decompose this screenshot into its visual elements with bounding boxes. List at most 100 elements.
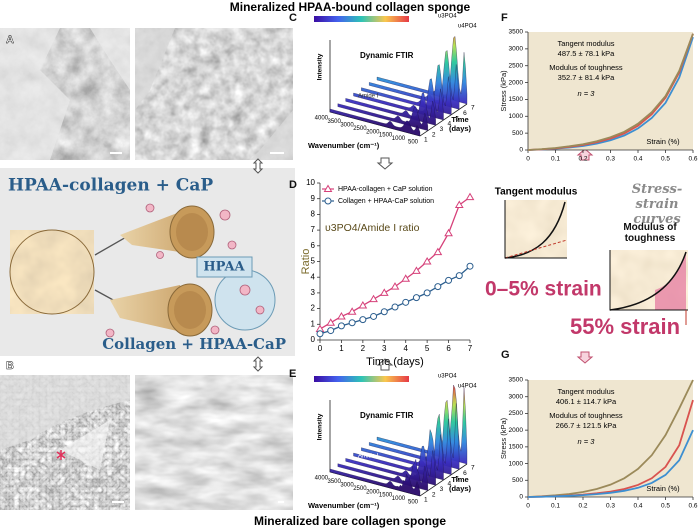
y-tick-label: 6 xyxy=(311,241,316,250)
data-point xyxy=(412,266,421,274)
x-tick-label: 3500 xyxy=(327,119,341,125)
y-tick-label: 2500 xyxy=(509,410,524,417)
y-tick-label: 1000 xyxy=(509,113,524,120)
x-tick-label: 2500 xyxy=(353,486,367,492)
annotation: Tangent modulus xyxy=(557,387,614,396)
y-tick-label: 500 xyxy=(512,477,523,484)
peak-label: υ3PO4 xyxy=(438,374,457,380)
data-point xyxy=(337,311,346,320)
x-axis-label: Strain (%) xyxy=(646,484,680,493)
data-point xyxy=(391,303,399,311)
x-tick-label: 3000 xyxy=(340,482,354,488)
time-tick-label: 6 xyxy=(463,110,467,117)
peak-label: υ4PO4 xyxy=(458,384,477,390)
y-tick-label: 0 xyxy=(519,494,523,501)
tangent-line xyxy=(504,239,568,259)
y-axis-label: Ratio xyxy=(300,249,312,275)
data-point xyxy=(327,327,335,335)
asterisk-marker xyxy=(56,450,66,460)
mini-axes xyxy=(504,200,567,259)
x-tick-label: 3000 xyxy=(340,122,354,128)
data-point xyxy=(454,200,464,208)
fibril-core xyxy=(176,213,208,251)
x-axis-label: Wavenumber (cm⁻¹) xyxy=(308,501,380,510)
x-tick-label: 500 xyxy=(408,140,419,146)
x-tick-label: 4000 xyxy=(315,116,329,122)
x-tick-label: 1000 xyxy=(392,136,406,142)
data-point xyxy=(380,308,388,316)
panel-label: G xyxy=(501,349,510,361)
x-tick-label: 0.3 xyxy=(606,503,615,510)
schematic-label: HPAA xyxy=(203,260,245,275)
x-tick-label: 3500 xyxy=(327,479,341,485)
spectrum-ridge xyxy=(329,468,421,497)
y-tick-label: 5 xyxy=(311,257,316,266)
annotation: n = 3 xyxy=(578,89,596,98)
data-point xyxy=(402,298,410,306)
x-tick-label: 1500 xyxy=(379,493,393,499)
annotation: 406.1 ± 114.7 kPa xyxy=(556,397,617,406)
time-tick-label: 4 xyxy=(448,481,452,488)
x-tick-label: 500 xyxy=(408,500,419,506)
fibril-core xyxy=(174,291,206,329)
colorbar xyxy=(314,16,409,22)
time-tick-label: 2 xyxy=(432,131,436,138)
y-tick-label: 1500 xyxy=(509,96,524,103)
flow-arrows xyxy=(252,157,394,372)
spectrum-ridge xyxy=(329,108,421,137)
panel-label: B xyxy=(6,360,14,372)
data-point xyxy=(401,274,411,282)
annotation: 352.7 ± 81.4 kPa xyxy=(558,73,615,82)
y-tick-label: 2 xyxy=(311,304,316,313)
plot-background xyxy=(528,32,693,150)
data-point xyxy=(423,289,431,297)
annotation: Modulus of toughness xyxy=(549,411,623,420)
data-point xyxy=(359,316,367,324)
y-tick-label: 3000 xyxy=(509,46,524,53)
y-tick-label: 4 xyxy=(311,272,316,281)
panel-label: C xyxy=(289,12,297,24)
band-label: Amide I xyxy=(358,454,379,460)
x-tick-label: 1 xyxy=(339,344,344,353)
x-axis-label: Strain (%) xyxy=(646,137,680,146)
x-axis-label: Time (days) xyxy=(366,356,424,368)
y-axis-label: Stress (kPa) xyxy=(499,417,508,459)
sem-background xyxy=(0,375,130,450)
mini-axes xyxy=(609,250,688,311)
cap-particles xyxy=(105,203,265,338)
mini-curve xyxy=(609,251,687,311)
x-tick-label: 0.2 xyxy=(578,156,587,163)
data-point xyxy=(347,307,357,315)
tem-background xyxy=(135,28,293,160)
x-tick-label: 4000 xyxy=(315,476,329,482)
schematic-title: Stress-strain curves xyxy=(631,182,683,227)
panel-label: F xyxy=(501,12,508,24)
colorbar xyxy=(314,376,409,382)
sponge xyxy=(10,230,94,314)
time-tick-label: 6 xyxy=(463,470,467,477)
time-label: Time xyxy=(451,475,468,484)
legend-label: Collagen + HPAA-CaP solution xyxy=(338,198,434,205)
schematic-title: Modulus of toughness xyxy=(623,222,677,244)
annotation: 487.5 ± 78.1 kPa xyxy=(558,49,615,58)
y-tick-label: 0 xyxy=(519,147,523,154)
x-tick-label: 3 xyxy=(382,344,387,353)
x-tick-label: 1500 xyxy=(379,133,393,139)
legend-label: HPAA-collagen + CaP solution xyxy=(338,186,433,193)
time-tick-label: 3 xyxy=(440,126,444,133)
time-tick-label: 3 xyxy=(440,486,444,493)
y-tick-label: 9 xyxy=(311,194,316,203)
time-tick-label: 5 xyxy=(455,475,459,482)
x-tick-label: 4 xyxy=(403,344,408,353)
y-axis-label: Intensity xyxy=(317,53,324,80)
time-unit: (days) xyxy=(449,484,472,493)
y-tick-label: 2000 xyxy=(509,79,524,86)
y-tick-label: 3000 xyxy=(509,393,524,400)
flow-arrows xyxy=(576,148,594,364)
strain-range: 0–5% strain xyxy=(485,278,602,301)
data-point xyxy=(390,282,400,290)
data-point xyxy=(348,319,356,327)
time-tick-label: 2 xyxy=(432,491,436,498)
data-point xyxy=(358,300,368,309)
ftir-title: Dynamic FTIR xyxy=(360,411,414,420)
